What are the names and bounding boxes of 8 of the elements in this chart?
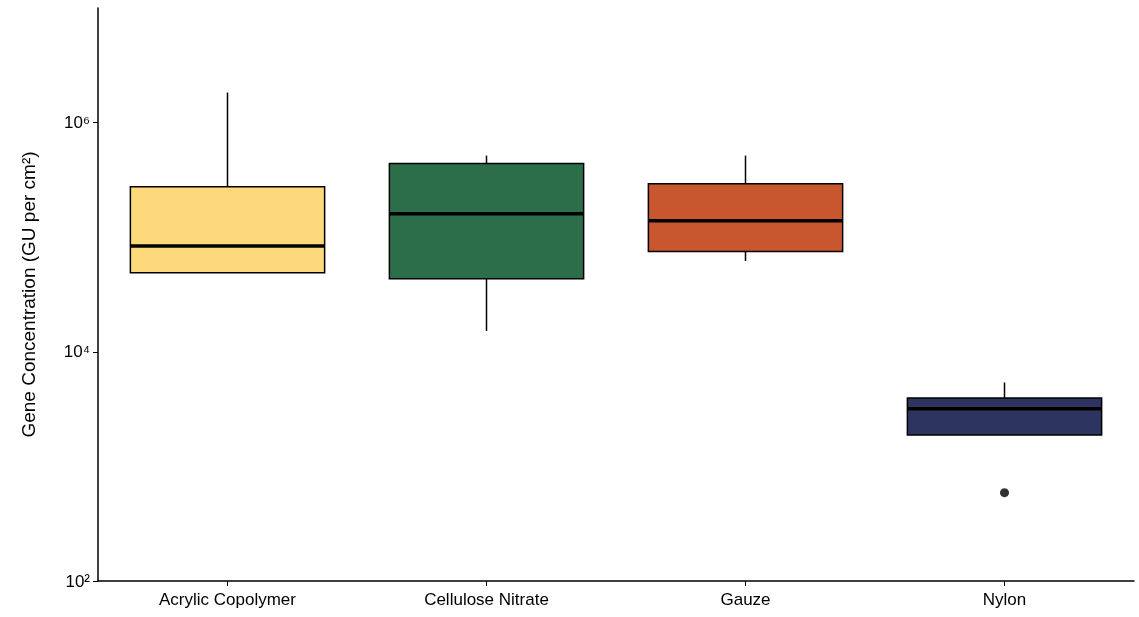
x-tick-label: Gauze bbox=[720, 590, 771, 609]
x-tick-label: Acrylic Copolymer bbox=[159, 590, 297, 609]
x-tick-label: Nylon bbox=[982, 590, 1027, 609]
y-tick-label: 10² bbox=[65, 571, 91, 591]
y-tick-label: 10⁴ bbox=[63, 342, 90, 362]
x-tick-label: Cellulose Nitrate bbox=[424, 590, 549, 609]
y-axis-title: Gene Concentration (GU per cm²) bbox=[18, 151, 39, 438]
y-tick-label: 10⁶ bbox=[64, 113, 90, 133]
